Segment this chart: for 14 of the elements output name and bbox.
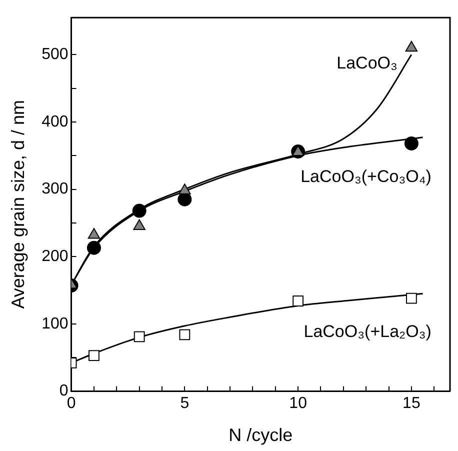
x-tick-label: 15: [402, 395, 420, 412]
x-tick-label: 5: [180, 395, 190, 412]
series-label: LaCoO₃: [336, 54, 398, 73]
x-axis-title: N /cycle: [228, 425, 293, 446]
y-tick-label: 100: [42, 315, 68, 332]
y-axis-title: Average grain size, d / nm: [8, 100, 28, 309]
x-tick-label: 10: [289, 395, 308, 412]
y-tick-label: 300: [42, 180, 68, 198]
series-label: LaCoO₃(+Co₃O₄): [300, 167, 432, 186]
y-tick-label: 200: [42, 248, 68, 265]
y-tick-label: 0: [59, 382, 68, 400]
y-tick-label: 400: [42, 113, 68, 130]
y-tick-label: 500: [42, 46, 68, 64]
series-label: LaCoO₃(+La₂O₃): [304, 322, 432, 341]
